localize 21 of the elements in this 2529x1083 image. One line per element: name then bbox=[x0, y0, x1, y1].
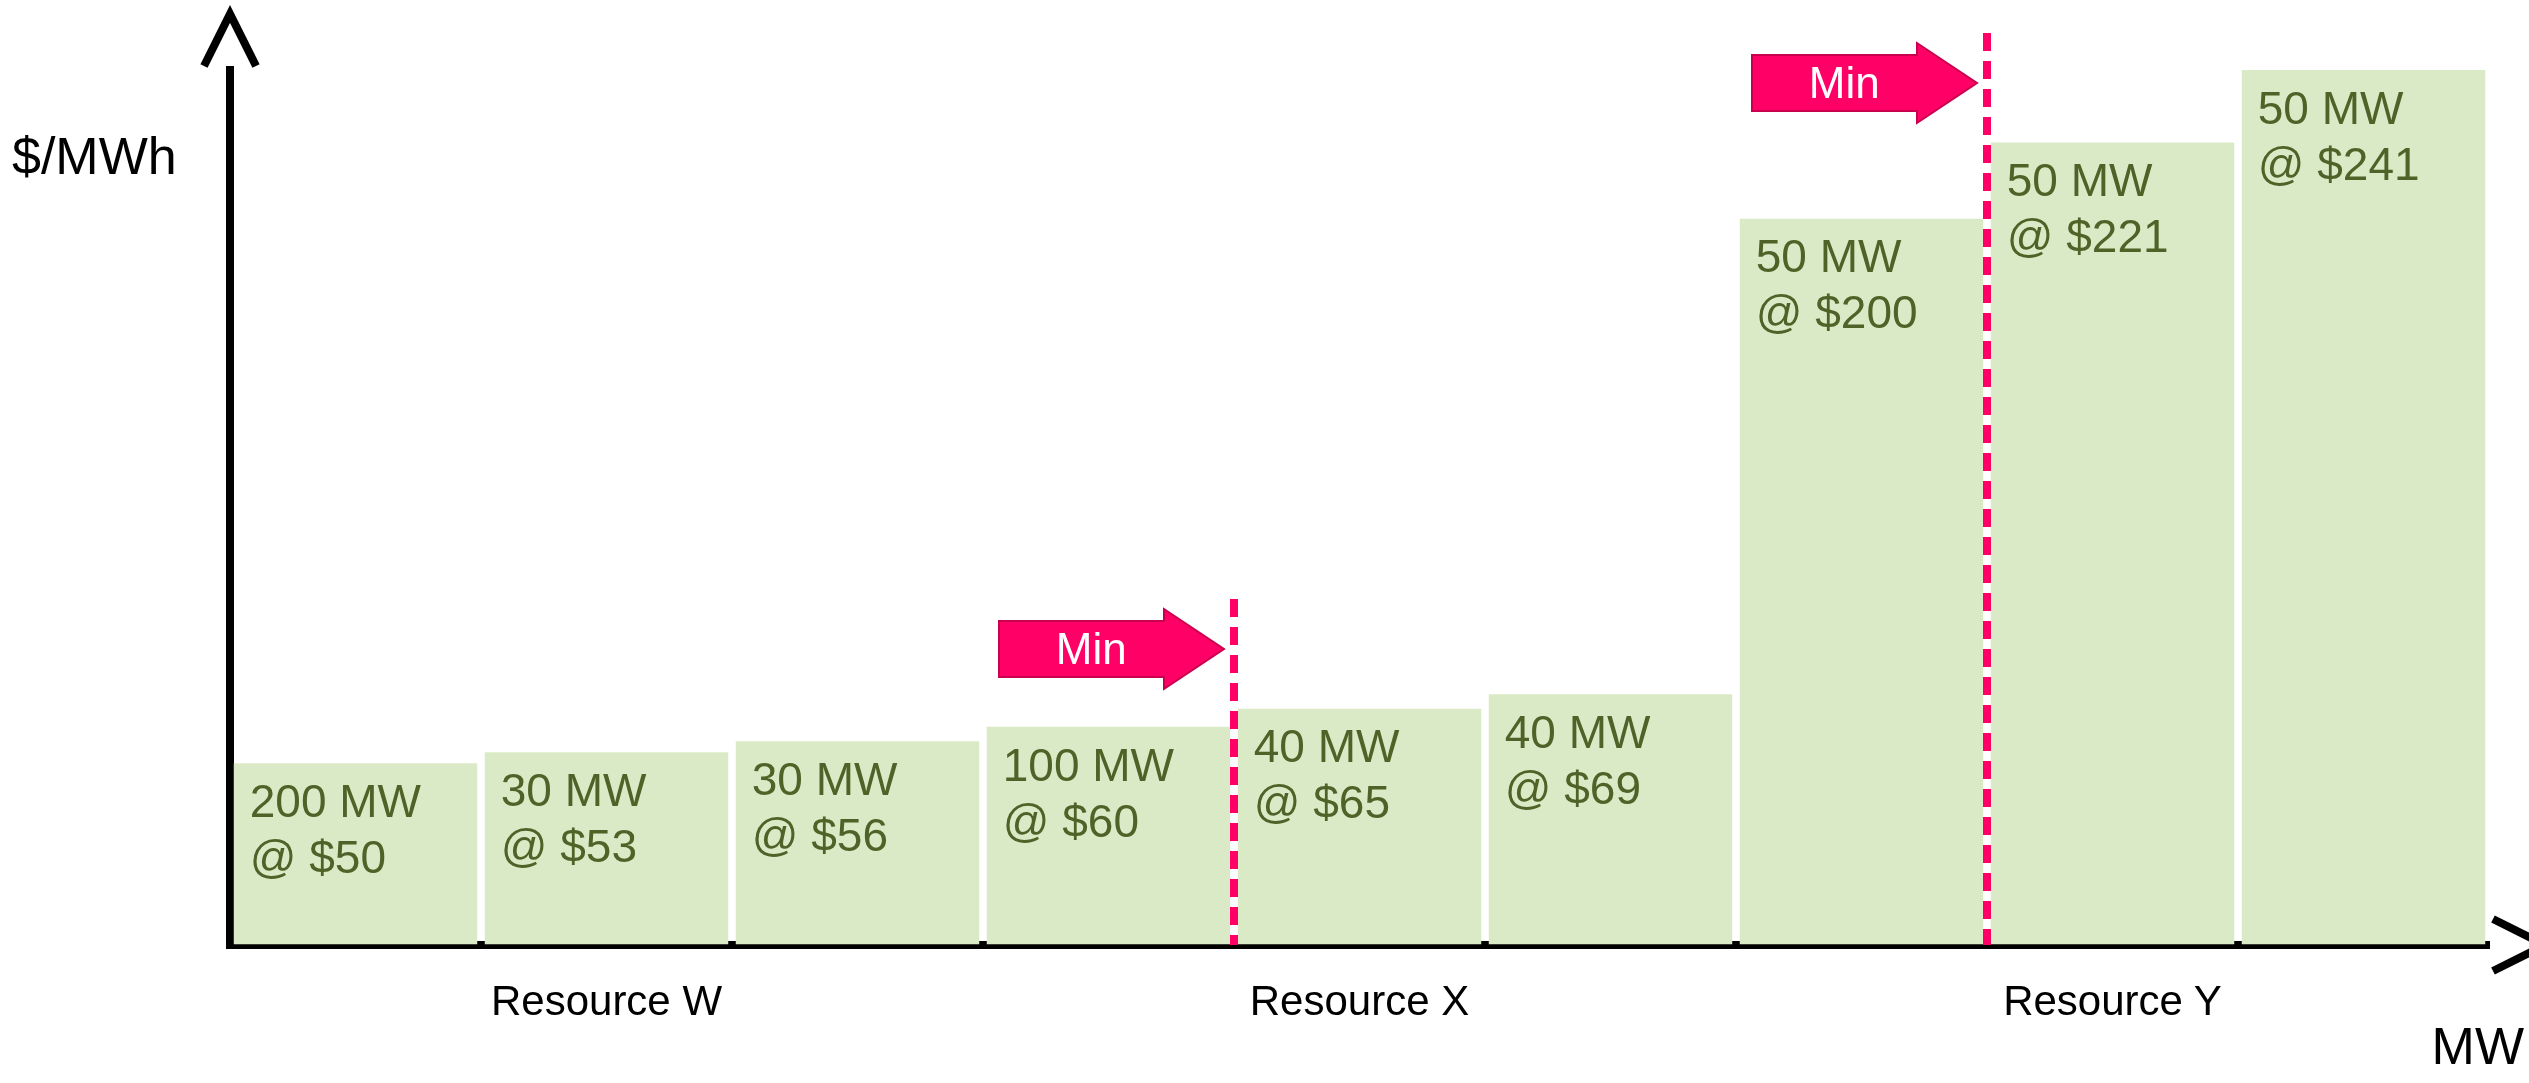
y-axis-title: $/MWh bbox=[12, 127, 177, 186]
data-label: 40 MW @ $69 bbox=[1504, 705, 1652, 814]
bar bbox=[233, 763, 478, 945]
data-label: 30 MW @ $53 bbox=[500, 763, 648, 872]
x-tick-label: Resource W bbox=[490, 977, 723, 1025]
data-label: 50 MW @ $221 bbox=[2006, 154, 2169, 263]
data-label: 100 MW @ $60 bbox=[1002, 738, 1175, 847]
bar bbox=[1488, 694, 1733, 945]
x-axis-title: MW bbox=[2431, 1017, 2524, 1076]
annotation: Min bbox=[1808, 57, 1880, 107]
data-label: 40 MW @ $65 bbox=[1253, 720, 1401, 829]
data-label: 50 MW @ $241 bbox=[2257, 81, 2420, 190]
data-label: 200 MW @ $50 bbox=[249, 774, 422, 883]
data-label: 30 MW @ $56 bbox=[751, 753, 899, 862]
x-tick-label: Resource X bbox=[1249, 977, 1470, 1025]
bar bbox=[2241, 70, 2486, 945]
bar bbox=[484, 752, 729, 945]
data-label: 50 MW @ $200 bbox=[1755, 230, 1918, 339]
bar bbox=[735, 741, 980, 945]
x-tick-label: Resource Y bbox=[2003, 977, 2222, 1025]
annotation: Min bbox=[1055, 623, 1127, 673]
